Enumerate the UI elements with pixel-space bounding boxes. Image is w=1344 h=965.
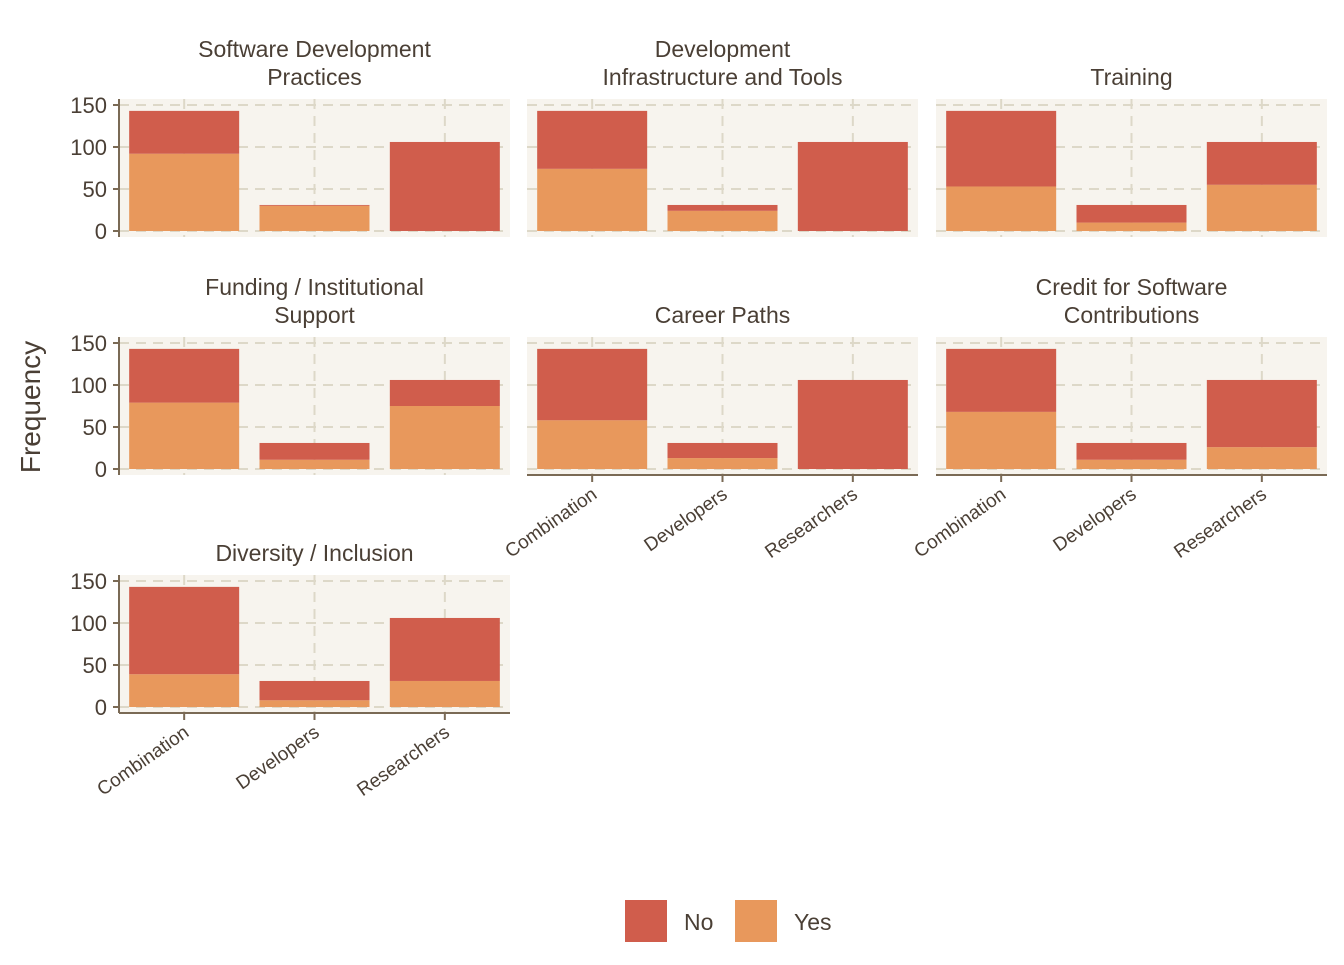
bar-yes: [1076, 459, 1187, 469]
panel-title-line: Contributions: [1064, 302, 1200, 328]
legend-swatch-no: [625, 900, 667, 942]
bar-no: [259, 680, 370, 701]
bar-no: [797, 141, 908, 231]
bar-yes: [389, 680, 500, 707]
y-tick-label: 0: [95, 695, 107, 720]
panel-1: Software Development Practices 0 50 100 150: [70, 36, 510, 244]
y-tick-label: 150: [70, 569, 107, 594]
panel-7: Diversity / Inclusion 0 50 100 150 Combinatio…: [70, 540, 510, 801]
y-tick-label: 100: [70, 135, 107, 160]
panel-title-line: Support: [274, 302, 355, 328]
panel-title: Career Paths: [655, 302, 791, 328]
panel-title: Development Infrastructure and Tools: [603, 36, 843, 90]
legend-label: Yes: [794, 909, 832, 935]
panel-title-line: Infrastructure and Tools: [603, 64, 843, 90]
bar-yes: [259, 700, 370, 707]
y-axis-title: Frequency: [15, 341, 46, 473]
x-tick-label: Combination: [502, 484, 601, 562]
bar-yes: [389, 406, 500, 469]
bar-no: [537, 110, 648, 169]
x-tick-label: Combination: [911, 484, 1010, 562]
bar-no: [1206, 141, 1317, 185]
bar-no: [1076, 204, 1187, 223]
y-tick-label: 0: [95, 219, 107, 244]
panel-title: Credit for Software Contributions: [1036, 274, 1228, 328]
bar-yes: [537, 420, 648, 469]
bar-yes: [537, 168, 648, 231]
y-tick-label: 100: [70, 611, 107, 636]
bar-no: [389, 141, 500, 231]
panel-title-line: Diversity / Inclusion: [215, 540, 413, 566]
y-tick-label: 100: [70, 373, 107, 398]
x-tick-label: Combination: [94, 722, 193, 800]
bar-yes: [946, 186, 1057, 231]
bar-no: [537, 348, 648, 421]
panel-title: Software Development Practices: [198, 36, 431, 90]
bar-yes: [667, 210, 778, 231]
panel-title-line: Career Paths: [655, 302, 791, 328]
panel-title: Diversity / Inclusion: [215, 540, 413, 566]
bar-yes: [946, 411, 1057, 469]
bar-no: [946, 348, 1057, 412]
bar-yes: [1206, 184, 1317, 231]
y-tick-label: 50: [83, 653, 107, 678]
bar-no: [129, 110, 240, 154]
bar-no: [389, 617, 500, 681]
bar-yes: [129, 153, 240, 231]
x-tick-label: Developers: [233, 722, 324, 794]
bar-yes: [129, 402, 240, 469]
bar-no: [1206, 379, 1317, 448]
x-tick-label: Researchers: [1170, 484, 1270, 563]
panel-title-line: Training: [1090, 64, 1172, 90]
bar-no: [389, 379, 500, 406]
bar-yes: [667, 458, 778, 469]
panel-4: Funding / Institutional Support 0 50 100 150: [70, 274, 510, 482]
panel-title-line: Software Development: [198, 36, 431, 62]
panel-2: Development Infrastructure and Tools: [527, 36, 918, 237]
bar-no: [797, 379, 908, 469]
panel-title-line: Development: [655, 36, 791, 62]
bar-yes: [1206, 447, 1317, 469]
bar-no: [667, 204, 778, 211]
bar-no: [259, 442, 370, 460]
bar-no: [129, 348, 240, 403]
y-tick-label: 150: [70, 331, 107, 356]
x-tick-label: Researchers: [761, 484, 861, 563]
panel-title: Training: [1090, 64, 1172, 90]
legend-swatch-yes: [735, 900, 777, 942]
x-tick-label: Developers: [1050, 484, 1141, 556]
bar-yes: [1076, 222, 1187, 231]
y-tick-label: 150: [70, 93, 107, 118]
bar-yes: [259, 205, 370, 231]
legend-label: No: [684, 909, 713, 935]
bar-no: [667, 442, 778, 459]
panel-title: Funding / Institutional Support: [205, 274, 424, 328]
x-tick-label: Researchers: [353, 722, 453, 801]
bar-yes: [129, 674, 240, 707]
bar-no: [946, 110, 1057, 187]
bar-yes: [259, 459, 370, 469]
y-tick-label: 50: [83, 415, 107, 440]
bar-no: [1076, 442, 1187, 460]
panel-title-line: Funding / Institutional: [205, 274, 424, 300]
panel-title-line: Practices: [267, 64, 362, 90]
legend: No Yes: [625, 900, 832, 942]
panel-6: Credit for Software Contributions Combinat…: [911, 274, 1327, 563]
y-tick-label: 50: [83, 177, 107, 202]
y-tick-label: 0: [95, 457, 107, 482]
bar-no: [129, 586, 240, 675]
bar-no: [259, 204, 370, 206]
panel-3: Training: [936, 64, 1327, 237]
panel-title-line: Credit for Software: [1036, 274, 1228, 300]
x-tick-label: Developers: [641, 484, 732, 556]
panel-5: Career Paths Combination Developers Researc…: [502, 302, 918, 563]
